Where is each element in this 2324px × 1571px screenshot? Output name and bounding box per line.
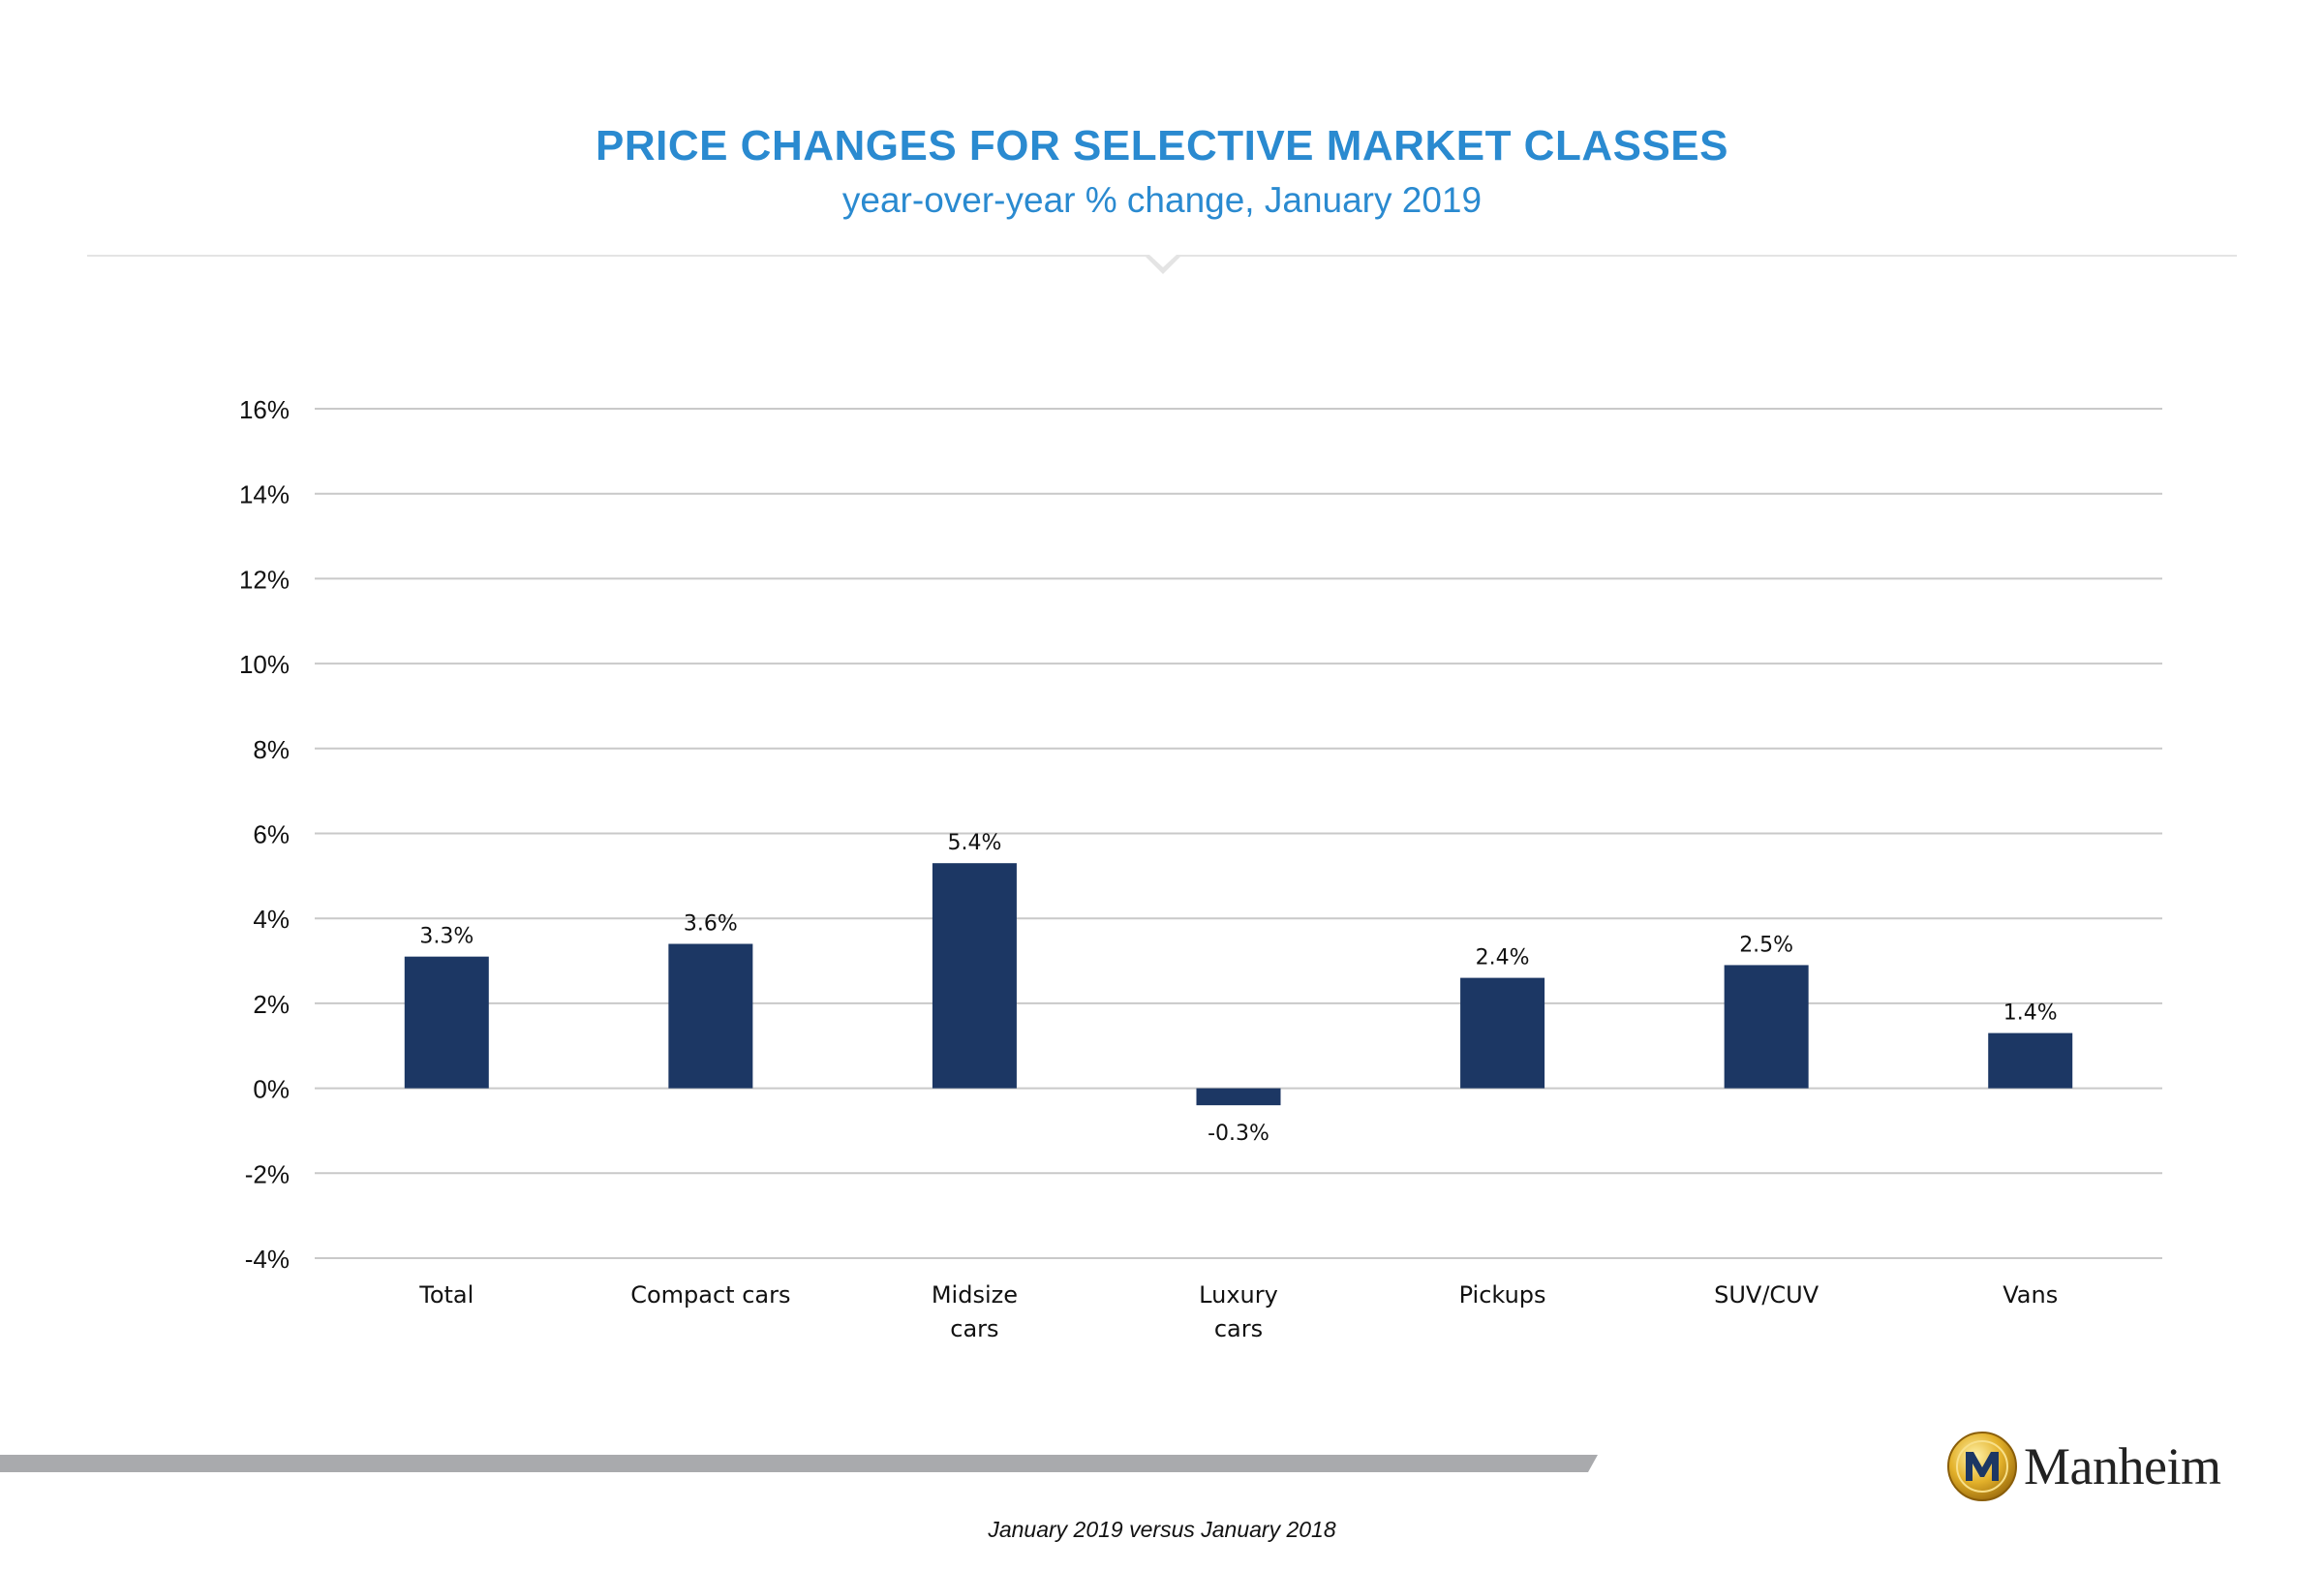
x-axis-tick-labels: Total Compact cars Midsize cars Luxury cars Pi… <box>418 1281 2058 1342</box>
data-label: 1.4% <box>2003 1001 2058 1026</box>
y-axis-tick-labels: -4% -2% 0% 2% 4% 6% 8% 10% 12% 14% 16% <box>239 395 290 1274</box>
y-tick-label: 12% <box>239 565 290 594</box>
data-label: 3.3% <box>419 925 474 949</box>
data-label: 3.6% <box>684 912 738 937</box>
y-tick-label: 10% <box>239 650 290 679</box>
y-tick-label: 16% <box>239 395 290 424</box>
bar <box>932 863 1017 1089</box>
bars <box>404 863 2073 1106</box>
bar <box>404 956 489 1089</box>
bar <box>1724 965 1809 1089</box>
x-tick-label: Luxury <box>1199 1281 1278 1309</box>
chart-title: PRICE CHANGES FOR SELECTIVE MARKET CLASS… <box>595 122 1728 169</box>
x-tick-label: Total <box>418 1281 474 1309</box>
chart-subtitle: year-over-year % change, January 2019 <box>841 180 1483 220</box>
manheim-logo: Manheim <box>1946 1430 2221 1503</box>
y-tick-label: 14% <box>239 480 290 509</box>
x-tick-label: Pickups <box>1459 1281 1546 1309</box>
data-label: 5.4% <box>947 831 1001 855</box>
x-tick-label: Midsize <box>932 1281 1018 1309</box>
gridlines <box>315 408 2162 1259</box>
y-tick-label: 0% <box>253 1075 290 1104</box>
y-tick-label: 4% <box>253 905 290 934</box>
footer-bar <box>0 1455 1598 1472</box>
x-tick-label: Vans <box>2003 1281 2058 1309</box>
footnote: January 2019 versus January 2018 <box>988 1517 1336 1542</box>
data-label: 2.5% <box>1739 933 1793 957</box>
x-tick-label: cars <box>1214 1315 1263 1342</box>
data-label: -0.3% <box>1208 1122 1269 1146</box>
bar-chart: -4% -2% 0% 2% 4% 6% 8% 10% 12% 14% 16% 3.3% 3.6% 5.4… <box>239 395 2162 1342</box>
bar <box>1460 977 1545 1089</box>
bar <box>1196 1088 1281 1106</box>
x-tick-label: cars <box>950 1315 998 1342</box>
y-tick-label: 2% <box>253 990 290 1019</box>
chevron-down-icon <box>1144 255 1182 274</box>
y-tick-label: 6% <box>253 820 290 849</box>
y-tick-label: 8% <box>253 735 290 764</box>
bar <box>1988 1032 2073 1089</box>
manheim-emblem-icon <box>1947 1432 2017 1501</box>
data-label: 2.4% <box>1476 946 1530 970</box>
x-tick-label: SUV/CUV <box>1714 1281 1819 1309</box>
bar <box>668 943 753 1089</box>
y-tick-label: -4% <box>245 1245 290 1274</box>
logo-wordmark: Manheim <box>2024 1437 2221 1495</box>
data-labels: 3.3% 3.6% 5.4% -0.3% 2.4% 2.5% 1.4% <box>419 831 2057 1146</box>
y-tick-label: -2% <box>245 1159 290 1188</box>
x-tick-label: Compact cars <box>630 1281 790 1309</box>
